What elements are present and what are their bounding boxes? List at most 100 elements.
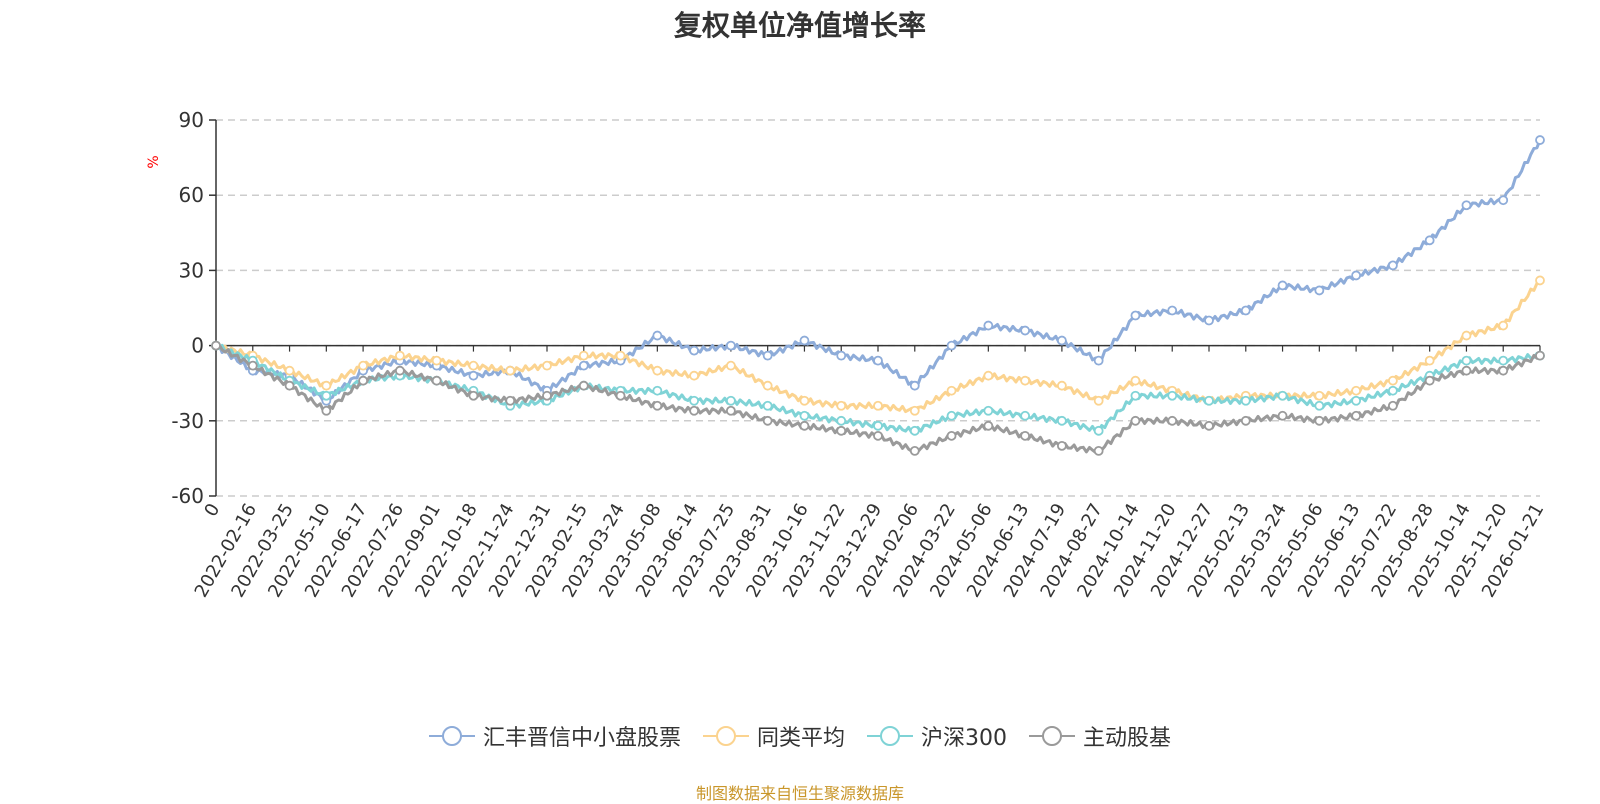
data-point bbox=[1130, 375, 1141, 386]
data-point bbox=[1351, 270, 1362, 281]
y-axis-unit: % bbox=[146, 155, 162, 168]
legend: 汇丰晋信中小盘股票 同类平均 沪深300 主动股基 bbox=[0, 720, 1600, 752]
axes bbox=[215, 120, 1540, 496]
data-point bbox=[394, 350, 405, 361]
data-point bbox=[1498, 195, 1509, 206]
data-point bbox=[836, 350, 847, 361]
data-point bbox=[1093, 395, 1104, 406]
data-point bbox=[1277, 410, 1288, 421]
data-point bbox=[1351, 410, 1362, 421]
data-point bbox=[946, 430, 957, 441]
data-point bbox=[762, 380, 773, 391]
data-point bbox=[358, 360, 369, 371]
data-point bbox=[1387, 400, 1398, 411]
data-point bbox=[799, 335, 810, 346]
data-point bbox=[1020, 375, 1031, 386]
y-axis-ticks: 90 60 30 0 -30 -60 bbox=[171, 108, 216, 508]
data-point bbox=[1351, 395, 1362, 406]
data-point bbox=[1461, 365, 1472, 376]
data-point bbox=[725, 340, 736, 351]
data-point bbox=[1020, 410, 1031, 421]
data-point bbox=[689, 405, 700, 416]
data-point bbox=[1056, 380, 1067, 391]
legend-label: 同类平均 bbox=[756, 726, 845, 751]
data-point bbox=[873, 420, 883, 431]
data-point bbox=[946, 410, 957, 421]
data-point bbox=[836, 425, 847, 436]
data-point bbox=[1387, 385, 1398, 396]
y-tick-label: 30 bbox=[179, 258, 204, 282]
data-point bbox=[725, 405, 736, 416]
y-tick-label: 90 bbox=[179, 108, 204, 132]
data-point bbox=[358, 375, 369, 386]
data-point bbox=[1498, 320, 1509, 331]
data-point bbox=[1314, 400, 1325, 411]
data-point bbox=[431, 355, 442, 366]
data-point bbox=[542, 390, 552, 401]
data-point bbox=[542, 360, 552, 371]
data-point bbox=[1387, 260, 1398, 271]
y-tick-label: -30 bbox=[171, 409, 204, 433]
chart-title: 复权单位净值增长率 bbox=[673, 9, 926, 42]
data-point bbox=[1130, 415, 1141, 426]
data-point bbox=[468, 360, 479, 371]
data-point bbox=[983, 420, 994, 431]
data-point bbox=[394, 365, 405, 376]
series-3 bbox=[211, 340, 1545, 456]
data-point bbox=[799, 410, 810, 421]
legend-marker bbox=[867, 726, 913, 746]
source-note: 制图数据来自恒生聚源数据库 bbox=[695, 784, 904, 803]
data-point bbox=[946, 340, 957, 351]
legend-marker bbox=[428, 726, 475, 746]
data-point bbox=[725, 360, 736, 371]
legend-label: 汇丰晋信中小盘股票 bbox=[482, 726, 681, 751]
data-point bbox=[909, 425, 920, 436]
data-point bbox=[873, 400, 883, 411]
data-point bbox=[1204, 395, 1214, 406]
legend-item[interactable]: 主动股基 bbox=[1029, 720, 1171, 752]
data-point bbox=[1424, 235, 1435, 246]
data-point bbox=[1056, 440, 1067, 451]
legend-item[interactable]: 沪深300 bbox=[867, 720, 1007, 752]
data-point bbox=[983, 405, 994, 416]
data-point bbox=[762, 350, 773, 361]
data-point bbox=[873, 430, 883, 441]
data-point bbox=[1277, 390, 1288, 401]
data-point bbox=[1240, 305, 1251, 316]
data-point bbox=[1461, 330, 1472, 341]
data-point bbox=[1535, 135, 1545, 145]
data-point bbox=[873, 355, 883, 366]
data-point bbox=[799, 420, 810, 431]
data-point bbox=[578, 360, 589, 371]
data-point bbox=[505, 365, 516, 376]
data-point bbox=[1424, 375, 1435, 386]
data-point bbox=[247, 360, 258, 371]
x-axis-ticks: 02022-02-162022-03-252022-05-102022-06-1… bbox=[191, 345, 1548, 601]
data-point bbox=[1314, 285, 1325, 296]
data-point bbox=[431, 375, 442, 386]
data-point bbox=[1130, 390, 1141, 401]
data-point bbox=[946, 385, 957, 396]
data-point bbox=[652, 330, 663, 341]
legend-item[interactable]: 汇丰晋信中小盘股票 bbox=[428, 720, 681, 752]
data-point bbox=[1130, 310, 1141, 321]
data-point bbox=[578, 350, 589, 361]
data-point bbox=[689, 345, 700, 356]
legend-item[interactable]: 同类平均 bbox=[702, 720, 845, 752]
data-point bbox=[1093, 445, 1104, 456]
legend-marker bbox=[1029, 726, 1075, 746]
data-point bbox=[1461, 200, 1472, 211]
data-point bbox=[689, 395, 700, 406]
data-point bbox=[1093, 355, 1104, 366]
data-point bbox=[1314, 415, 1325, 426]
data-point bbox=[1535, 350, 1545, 361]
data-point bbox=[836, 400, 847, 411]
data-point bbox=[725, 395, 736, 406]
y-tick-label: 0 bbox=[191, 334, 204, 358]
data-point bbox=[836, 415, 847, 426]
data-point bbox=[1056, 415, 1067, 426]
line-chart: 90 60 30 0 -30 -60 02022-02-162022-03-252022-… bbox=[146, 108, 1548, 601]
series-0 bbox=[211, 135, 1545, 406]
data-point bbox=[1020, 430, 1031, 441]
data-point bbox=[909, 405, 920, 416]
